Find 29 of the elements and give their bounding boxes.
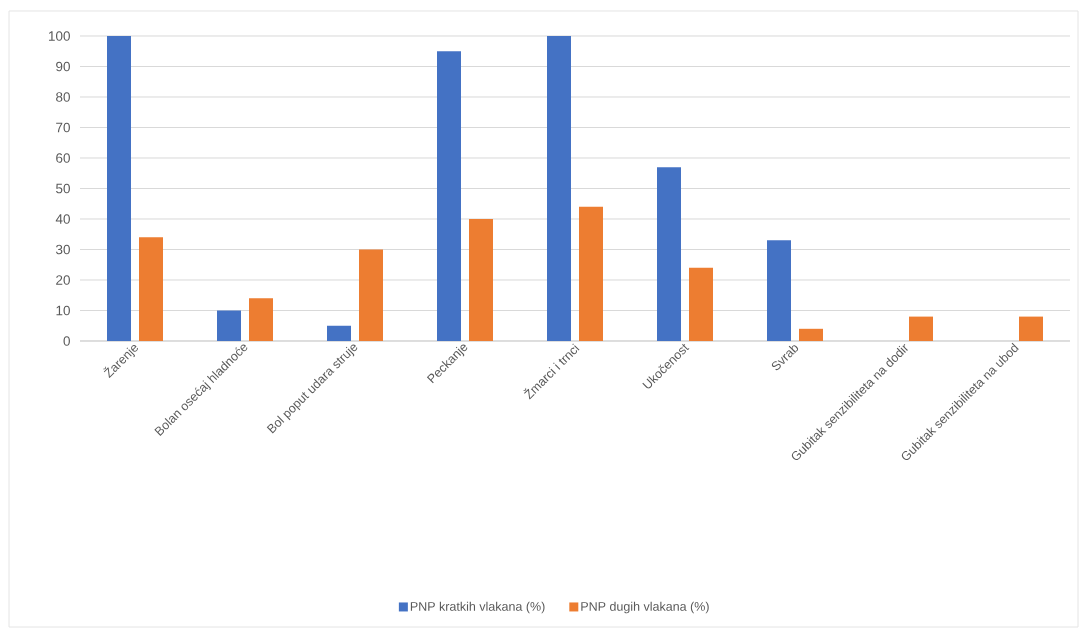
y-tick-label: 40: [55, 214, 70, 224]
bar: [767, 240, 791, 341]
bar: [909, 316, 933, 341]
bar: [469, 219, 493, 341]
bar: [327, 325, 351, 341]
y-tick-label: 70: [56, 122, 70, 133]
bar: [437, 51, 461, 341]
bar: [547, 36, 571, 341]
bar: [657, 167, 681, 341]
y-tick-label: 30: [55, 244, 70, 255]
bar: [1019, 316, 1043, 341]
legend-label: PNP kratkih vlakana (%): [410, 601, 545, 614]
bar: [139, 237, 163, 341]
bar: [799, 328, 823, 341]
bar: [217, 310, 241, 341]
y-tick-label: 90: [56, 61, 70, 72]
y-tick-label: 60: [56, 153, 70, 163]
bar: [579, 206, 603, 341]
y-tick-label: 20: [56, 275, 70, 285]
bar: [689, 267, 713, 341]
bar: [359, 249, 383, 341]
y-tick-label: 80: [56, 92, 70, 102]
y-tick-label: 50: [56, 183, 70, 194]
bar: [249, 298, 273, 341]
y-tick-label: 10: [56, 305, 70, 316]
legend-label: PNP dugih vlakana (%): [581, 601, 709, 614]
bar: [107, 36, 131, 341]
y-tick-label: 0: [63, 336, 70, 346]
y-tick-label: 100: [48, 31, 70, 41]
